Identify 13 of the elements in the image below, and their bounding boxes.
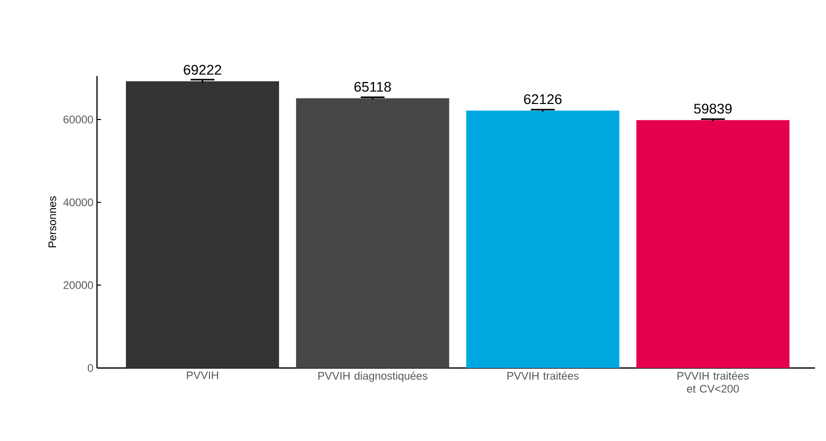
- y-tick-label: 20000: [64, 281, 94, 290]
- data-label: 59839: [694, 104, 732, 114]
- x-tick-label: PVVIH traitées et CV<200: [678, 372, 749, 393]
- data-label: 62126: [524, 94, 562, 104]
- x-tick-label: PVVIH traitées: [507, 372, 579, 380]
- y-tick-label: 40000: [63, 198, 94, 206]
- y-tick-label: 0: [88, 364, 94, 372]
- data-label: 65118: [354, 82, 391, 92]
- y-axis-title: Personnes: [48, 196, 56, 248]
- x-tick-label: PVVIH: [186, 372, 218, 380]
- data-label: 69222: [184, 64, 222, 75]
- x-tick-label: PVVIH diagnostiquées: [318, 372, 428, 382]
- y-tick-label: 60000: [64, 116, 94, 124]
